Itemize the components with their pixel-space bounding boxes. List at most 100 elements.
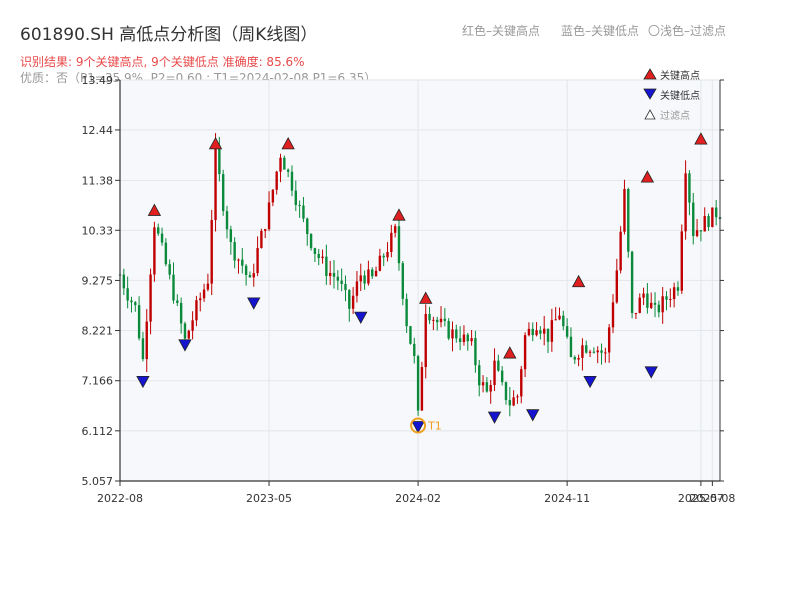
candle-body <box>707 216 710 228</box>
candle-body <box>336 276 340 281</box>
candle-body <box>714 207 718 218</box>
candle-body <box>615 270 619 303</box>
candle-body <box>397 226 401 264</box>
candle-body <box>443 318 447 321</box>
key-high-marker <box>571 274 586 288</box>
candle-body <box>248 274 252 278</box>
key-low-marker <box>411 421 425 434</box>
candle-body <box>523 335 527 370</box>
candle-body <box>669 298 672 300</box>
t1-ring-marker <box>410 417 427 434</box>
candle-body <box>237 259 240 261</box>
candle-body <box>703 216 706 232</box>
key-low-marker <box>583 375 597 389</box>
candle-body <box>481 382 485 386</box>
candle-body <box>684 173 687 232</box>
legend-item-low[interactable]: 关键低点 <box>643 84 738 104</box>
candle-body <box>661 296 664 313</box>
candle-body <box>565 326 569 337</box>
candle-body <box>252 273 255 278</box>
x-tick-label: 2025-07 <box>678 492 724 505</box>
candle-body <box>451 329 454 339</box>
candle-body <box>351 295 355 309</box>
candle-body <box>355 281 359 296</box>
candle-body <box>554 319 557 321</box>
candle-body <box>646 293 649 308</box>
candle-body <box>428 313 431 321</box>
candle-body <box>309 234 313 249</box>
candle-body <box>168 264 171 275</box>
candle-body <box>439 318 443 323</box>
legend-filtered-label: 过滤点 <box>660 110 690 122</box>
candle-body <box>386 251 389 258</box>
y-tick-label: 7.166 <box>82 375 114 388</box>
candle-body <box>214 145 217 221</box>
candle-body <box>611 302 615 328</box>
candle-body <box>202 289 206 299</box>
candle-body <box>489 385 492 392</box>
candle-body <box>497 360 500 371</box>
candle-body <box>650 302 653 308</box>
y-tick-label: 9.275 <box>82 274 114 287</box>
candle-body <box>134 302 137 306</box>
candle-body <box>244 265 248 275</box>
candle-body <box>680 231 683 291</box>
candle-body <box>141 338 145 360</box>
candle-body <box>627 188 630 252</box>
candle-body <box>432 319 435 321</box>
candle-body <box>229 229 233 243</box>
candle-body <box>531 328 534 336</box>
candle-body <box>485 382 489 392</box>
candle-body <box>187 330 190 339</box>
candle-body <box>512 397 515 406</box>
t1-label: T1 <box>427 420 442 433</box>
candle-body <box>176 300 179 303</box>
outline-triangle-up-icon <box>644 109 656 120</box>
note-blue-low: 蓝色–关键低点 <box>561 24 640 38</box>
candle-body <box>688 173 691 203</box>
candle-body <box>218 145 221 175</box>
candle-body <box>539 330 542 334</box>
candle-body <box>588 351 592 353</box>
candle-body <box>160 233 164 243</box>
candle-body <box>267 202 271 230</box>
candle-body <box>130 300 133 303</box>
blue-triangle-down-icon <box>643 88 657 100</box>
candle-body <box>283 157 286 170</box>
legend-item-filtered[interactable]: 过滤点 <box>643 104 738 124</box>
candle-body <box>279 157 282 172</box>
candle-body <box>390 232 393 252</box>
candle-body <box>619 231 622 271</box>
candle-body <box>393 226 397 233</box>
candle-body <box>573 357 576 360</box>
key-high-marker <box>392 208 406 221</box>
key-low-marker <box>487 411 502 424</box>
candle-body <box>149 274 152 322</box>
candle-body <box>577 357 580 360</box>
x-tick-label: 2024-11 <box>544 492 590 505</box>
candle-body <box>275 171 278 190</box>
result-summary: 识别结果: 9个关键高点, 9个关键低点 准确度: 85.6% <box>20 55 305 69</box>
key-high-marker <box>208 137 223 150</box>
candle-body <box>374 270 378 277</box>
candle-body <box>172 274 175 301</box>
candle-body <box>233 242 236 261</box>
candle-body <box>145 321 148 360</box>
candle-body <box>527 328 531 336</box>
candle-body <box>382 255 385 258</box>
candle-body <box>321 256 324 259</box>
candle-body <box>508 400 512 406</box>
x-tick-label: 2023-05 <box>246 492 292 505</box>
candle-body <box>596 350 599 353</box>
candle-body <box>306 218 309 235</box>
candle-body <box>630 251 634 314</box>
candle-body <box>363 275 366 284</box>
legend-high-label: 关键高点 <box>660 70 700 82</box>
legend-item-high[interactable]: 关键高点 <box>643 64 738 84</box>
candle-body <box>520 369 523 397</box>
note-light-filtered: 〇浅色–过滤点 <box>648 24 727 38</box>
candle-body <box>623 188 626 232</box>
candle-body <box>179 302 183 324</box>
candle-body <box>665 296 668 300</box>
candle-body <box>546 328 550 342</box>
